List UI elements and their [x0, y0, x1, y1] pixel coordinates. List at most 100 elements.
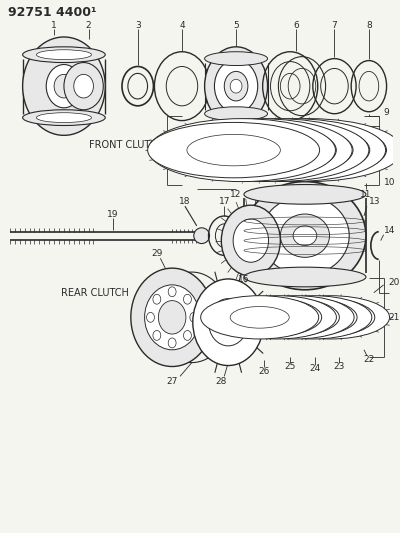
Text: 23: 23: [334, 362, 345, 371]
Ellipse shape: [208, 298, 248, 346]
Ellipse shape: [23, 110, 105, 125]
Text: 11: 11: [360, 190, 372, 199]
Ellipse shape: [199, 119, 386, 182]
Ellipse shape: [193, 279, 264, 366]
Text: 25: 25: [284, 362, 296, 371]
Text: 10: 10: [384, 178, 395, 187]
Text: 5: 5: [233, 21, 239, 30]
Ellipse shape: [193, 134, 290, 166]
Text: 14: 14: [384, 227, 395, 235]
Ellipse shape: [258, 307, 314, 328]
Text: 8: 8: [366, 21, 372, 30]
Ellipse shape: [204, 134, 297, 166]
Text: 12: 12: [230, 190, 242, 199]
Ellipse shape: [293, 307, 350, 328]
Ellipse shape: [248, 306, 307, 328]
Ellipse shape: [216, 298, 322, 337]
Ellipse shape: [184, 330, 191, 341]
Ellipse shape: [145, 285, 200, 350]
Ellipse shape: [165, 119, 352, 182]
Ellipse shape: [230, 79, 242, 93]
Text: 2: 2: [86, 21, 91, 30]
Text: 20: 20: [388, 278, 400, 287]
Ellipse shape: [254, 134, 347, 166]
Ellipse shape: [164, 123, 336, 178]
Ellipse shape: [266, 306, 325, 328]
Ellipse shape: [46, 64, 82, 108]
Ellipse shape: [210, 134, 307, 166]
Ellipse shape: [148, 119, 336, 182]
Text: REAR CLUTCH: REAR CLUTCH: [61, 288, 129, 298]
Ellipse shape: [260, 134, 358, 166]
Text: 1: 1: [51, 21, 57, 30]
Ellipse shape: [23, 47, 105, 62]
Ellipse shape: [236, 296, 354, 339]
Ellipse shape: [244, 134, 341, 166]
Text: 7: 7: [332, 21, 337, 30]
Ellipse shape: [198, 123, 370, 178]
Ellipse shape: [153, 294, 161, 304]
Ellipse shape: [148, 123, 320, 178]
Ellipse shape: [205, 52, 268, 66]
Text: 6: 6: [293, 21, 299, 30]
Ellipse shape: [237, 134, 330, 166]
Ellipse shape: [168, 338, 176, 348]
Ellipse shape: [214, 123, 386, 178]
Ellipse shape: [221, 205, 280, 276]
Text: FRONT CLUTCH: FRONT CLUTCH: [88, 140, 163, 150]
Ellipse shape: [218, 296, 336, 339]
Ellipse shape: [301, 306, 360, 328]
Ellipse shape: [64, 62, 103, 110]
Text: 3: 3: [135, 21, 140, 30]
Ellipse shape: [254, 296, 372, 339]
Ellipse shape: [283, 306, 342, 328]
Ellipse shape: [261, 196, 349, 275]
Ellipse shape: [280, 214, 330, 257]
Ellipse shape: [233, 219, 268, 262]
Text: 22: 22: [363, 355, 374, 364]
Text: 13: 13: [369, 197, 380, 206]
Ellipse shape: [181, 123, 353, 178]
Text: 9: 9: [384, 108, 389, 117]
Ellipse shape: [230, 306, 289, 328]
Ellipse shape: [233, 298, 339, 337]
Ellipse shape: [272, 296, 390, 339]
Text: 19: 19: [107, 209, 119, 219]
Ellipse shape: [224, 71, 248, 101]
Text: 18: 18: [179, 197, 191, 206]
Ellipse shape: [36, 112, 92, 123]
Ellipse shape: [276, 307, 332, 328]
Ellipse shape: [168, 287, 176, 297]
Text: 92751 4400¹: 92751 4400¹: [8, 6, 96, 19]
Text: 16: 16: [238, 276, 250, 285]
Ellipse shape: [240, 307, 297, 328]
Ellipse shape: [36, 50, 92, 60]
Text: 26: 26: [258, 367, 269, 376]
Ellipse shape: [184, 294, 191, 304]
Ellipse shape: [205, 107, 268, 120]
Text: 4: 4: [179, 21, 185, 30]
Ellipse shape: [23, 37, 105, 135]
Text: 24: 24: [309, 364, 320, 373]
Ellipse shape: [182, 119, 369, 182]
Ellipse shape: [194, 228, 210, 244]
Ellipse shape: [251, 298, 357, 337]
Ellipse shape: [244, 182, 366, 290]
Ellipse shape: [227, 134, 324, 166]
Ellipse shape: [293, 226, 317, 246]
Text: 17: 17: [218, 197, 230, 206]
Text: 29: 29: [152, 249, 163, 258]
Ellipse shape: [153, 330, 161, 341]
Ellipse shape: [131, 268, 214, 367]
Ellipse shape: [244, 267, 366, 287]
Ellipse shape: [201, 296, 319, 339]
Ellipse shape: [54, 75, 74, 98]
Ellipse shape: [214, 60, 258, 112]
Ellipse shape: [244, 184, 366, 204]
Ellipse shape: [268, 298, 375, 337]
Ellipse shape: [158, 301, 186, 334]
Text: 28: 28: [216, 377, 227, 386]
Ellipse shape: [74, 75, 94, 98]
Ellipse shape: [146, 312, 154, 322]
Text: 27: 27: [166, 377, 178, 386]
